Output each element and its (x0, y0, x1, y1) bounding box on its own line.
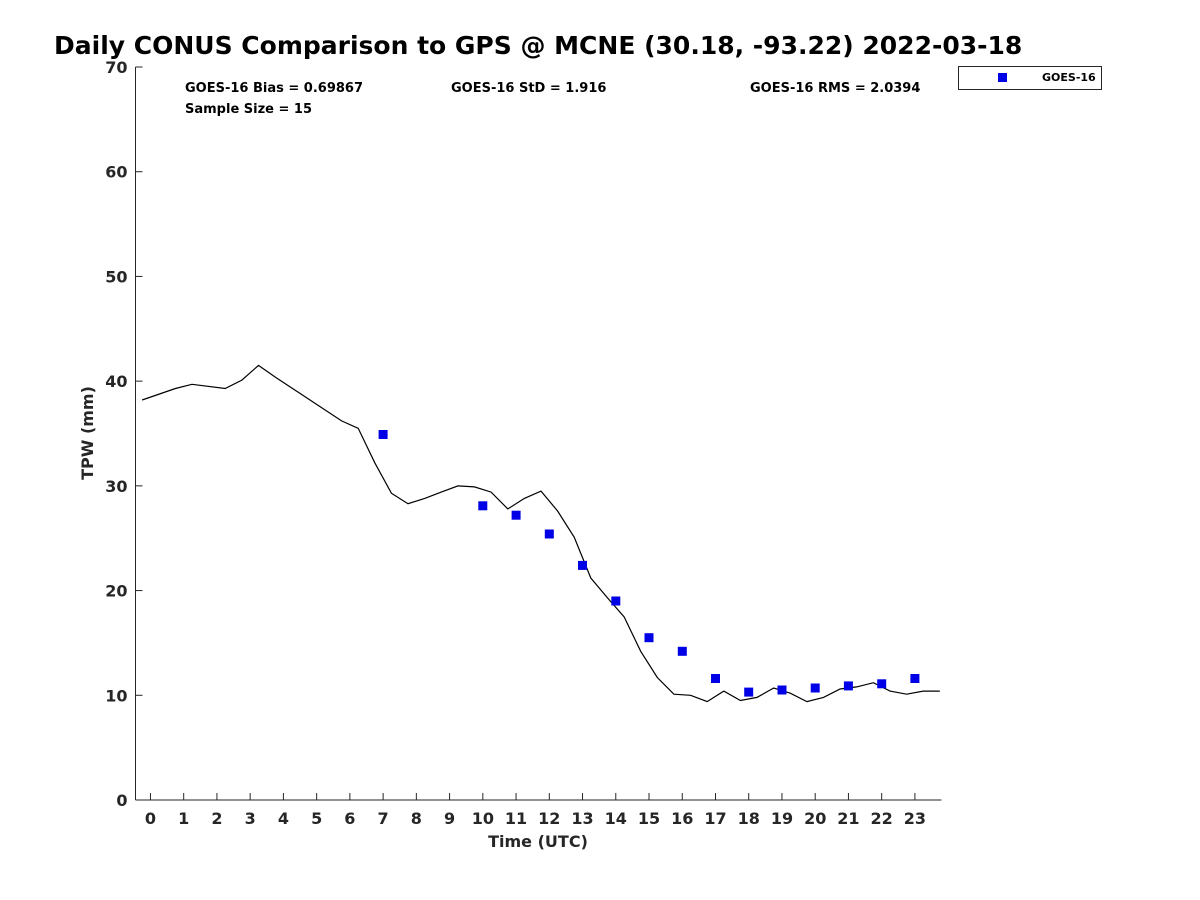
x-axis-label: Time (UTC) (488, 832, 588, 851)
goes-16-point (544, 529, 554, 539)
goes-16-point (578, 560, 587, 570)
x-tick-label: 4 (278, 809, 289, 828)
goes-16-point (611, 596, 621, 606)
y-tick-label: 50 (105, 267, 127, 286)
y-tick-label: 40 (105, 372, 127, 391)
x-tick-label: 14 (605, 809, 627, 828)
x-tick-label: 13 (571, 809, 593, 828)
y-tick-label: 0 (116, 791, 127, 810)
x-tick-label: 19 (771, 809, 793, 828)
goes-16-point (810, 683, 820, 693)
rms-stat: GOES-16 RMS = 2.0394 (750, 81, 920, 96)
goes-16-point (378, 430, 388, 439)
y-tick-label: 10 (105, 686, 127, 705)
gps-series-line (141, 364, 940, 703)
x-tick-label: 15 (638, 809, 660, 828)
x-tick-label: 11 (505, 809, 527, 828)
x-tick-label: 9 (444, 809, 455, 828)
x-tick-label: 1 (178, 809, 189, 828)
y-tick-label: 70 (105, 58, 127, 77)
x-tick-label: 7 (378, 809, 389, 828)
legend-box (958, 66, 1102, 90)
goes-16-point (644, 633, 654, 643)
x-tick-label: 20 (804, 809, 826, 828)
x-tick-label: 12 (538, 809, 560, 828)
goes-16-point (843, 681, 853, 691)
x-tick-label: 0 (145, 809, 156, 828)
x-tick-label: 5 (311, 809, 322, 828)
chart-title: Daily CONUS Comparison to GPS @ MCNE (30… (54, 31, 1022, 60)
legend: GOES-16 (958, 66, 1102, 90)
y-tick-label: 20 (105, 582, 127, 601)
y-axis-ticks: 0 10 20 30 40 50 60 70 (105, 58, 143, 810)
goes-16-point (677, 646, 687, 656)
goes-16-point (877, 679, 887, 689)
x-tick-label: 17 (704, 809, 726, 828)
sample-size-stat: Sample Size = 15 (185, 102, 312, 117)
std-stat: GOES-16 StD = 1.916 (451, 81, 606, 96)
goes-16-series-points (378, 430, 920, 697)
goes-16-point (711, 674, 720, 683)
x-tick-label: 3 (245, 809, 256, 828)
x-axis-ticks: 0 1 2 3 4 5 6 7 8 9 10 11 12 13 14 15 16 17 18 19 20 21 22 23 (145, 793, 926, 828)
bias-stat: GOES-16 Bias = 0.69867 (185, 81, 363, 96)
goes-16-point (910, 674, 920, 683)
legend-label-goes-16: GOES-16 (1042, 71, 1096, 84)
x-tick-label: 22 (871, 809, 893, 828)
goes-16-point (744, 687, 754, 697)
y-tick-label: 60 (105, 163, 127, 182)
plot-area (135, 67, 942, 800)
x-tick-label: 10 (472, 809, 494, 828)
x-tick-label: 21 (837, 809, 859, 828)
x-tick-label: 16 (671, 809, 693, 828)
y-tick-label: 30 (105, 477, 127, 496)
goes-16-point (777, 685, 787, 695)
y-axis-label: TPW (mm) (78, 386, 97, 480)
gps-line-path (141, 364, 940, 703)
goes-16-point (511, 510, 521, 520)
x-tick-label: 18 (738, 809, 760, 828)
x-tick-label: 23 (904, 809, 926, 828)
goes-16-point (478, 501, 488, 511)
legend-marker-goes-16 (998, 73, 1007, 82)
x-tick-label: 8 (411, 809, 422, 828)
x-tick-label: 2 (211, 809, 222, 828)
axes (135, 67, 942, 801)
x-tick-label: 6 (344, 809, 355, 828)
